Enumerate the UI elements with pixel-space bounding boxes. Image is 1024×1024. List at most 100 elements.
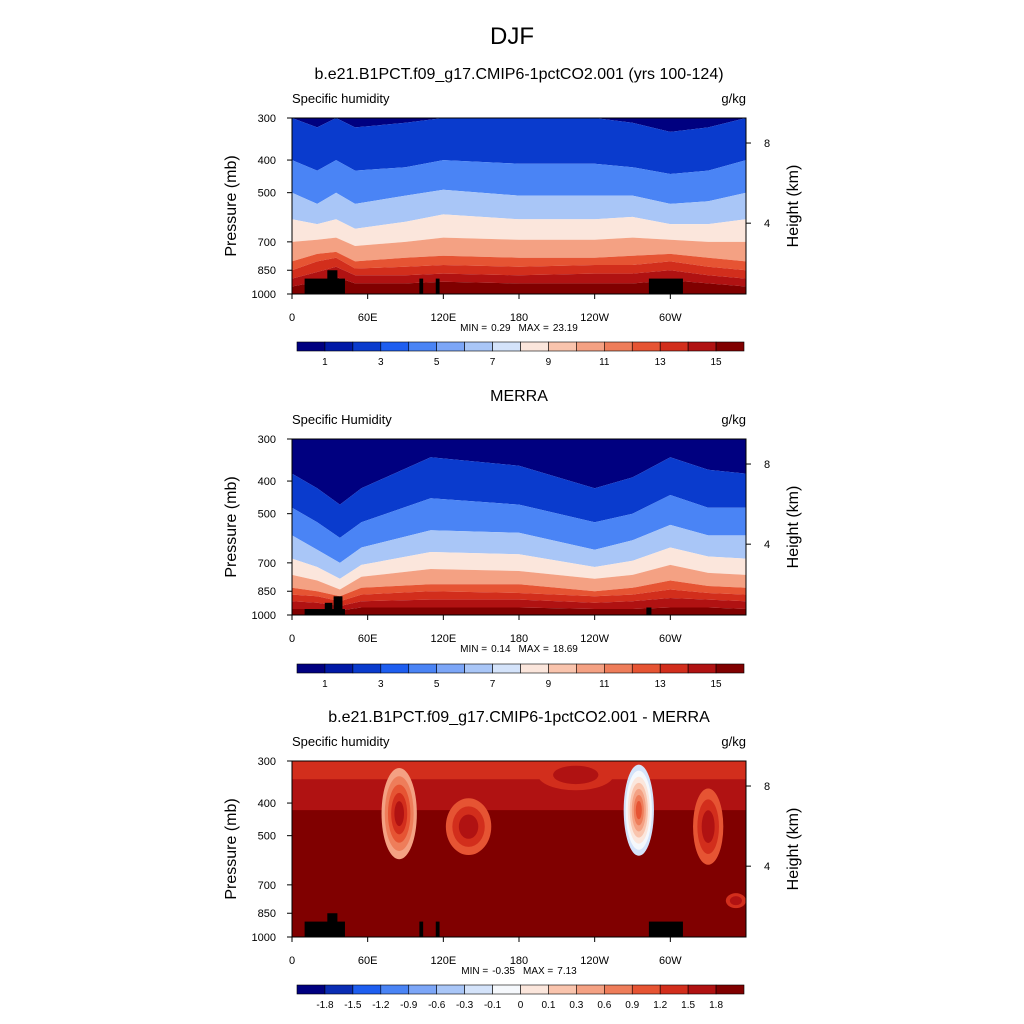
y2-tick-label: 8 — [764, 459, 770, 471]
topography-mask — [646, 607, 652, 615]
colorbar-tick-label: 1 — [322, 357, 328, 368]
contour-band — [292, 237, 746, 262]
colorbar-swatch — [604, 663, 633, 674]
y-axis-label: Pressure (mb) — [223, 476, 240, 577]
figure-title: DJF — [490, 23, 534, 50]
min-value: -0.35 — [492, 966, 515, 977]
colorbar-tick-label: 15 — [711, 357, 723, 368]
colorbar-tick-label: 11 — [599, 679, 610, 690]
max-label: MAX = — [519, 644, 549, 655]
colorbar-tick-label: 7 — [490, 357, 496, 368]
colorbar-tick-label: 5 — [434, 679, 440, 690]
y-tick-label: 850 — [258, 586, 276, 598]
colorbar-tick-label: 0.1 — [541, 1000, 555, 1011]
y-tick-label: 1000 — [252, 610, 276, 622]
contour-field — [292, 439, 746, 615]
y-tick-label: 850 — [258, 265, 276, 277]
contour-band — [394, 801, 405, 827]
y-tick-label: 700 — [258, 880, 276, 892]
y-tick-label: 400 — [258, 476, 276, 488]
colorbar-swatch — [687, 341, 717, 352]
colorbar-tick-label: -0.9 — [400, 1000, 418, 1011]
contour-band — [292, 257, 746, 279]
colorbar-swatch — [324, 341, 354, 352]
y-axis-label: Pressure (mb) — [223, 798, 240, 899]
colorbar-swatch — [436, 341, 465, 352]
topography-mask — [435, 921, 440, 937]
x-tick-label: 120W — [580, 633, 609, 645]
colorbar-swatch — [659, 663, 689, 674]
x-tick-label: 0 — [289, 312, 295, 324]
panel-title: MERRA — [490, 388, 548, 405]
max-label: MAX = — [519, 323, 549, 334]
x-tick-label: 120E — [430, 312, 456, 324]
y2-axis-label: Height (km) — [785, 808, 802, 891]
y2-tick-label: 8 — [764, 138, 770, 150]
colorbar-swatch — [352, 984, 382, 995]
contour-band — [292, 457, 746, 538]
colorbar-swatch — [659, 984, 689, 995]
colorbar-swatch — [436, 984, 465, 995]
panel-model: b.e21.B1PCT.f09_g17.CMIP6-1pctCO2.001 (y… — [223, 66, 802, 368]
colorbar-swatch — [520, 663, 549, 674]
colorbar-swatch — [576, 341, 605, 352]
contour-band — [292, 118, 746, 174]
colorbar-swatch — [687, 663, 717, 674]
colorbar-tick-label: 3 — [378, 679, 384, 690]
min-max-readout: MIN = 0.14 MAX = 18.69 — [460, 644, 578, 655]
contour-band — [701, 810, 715, 843]
contour-band — [292, 564, 746, 597]
min-label: MIN = — [461, 966, 488, 977]
colorbar-swatch — [715, 341, 745, 352]
colorbar-swatch — [324, 663, 354, 674]
colorbar-tick-label: -1.8 — [316, 1000, 334, 1011]
colorbar-swatch — [604, 341, 633, 352]
topography-mask — [304, 278, 345, 294]
colorbar-swatch — [492, 663, 521, 674]
contour-band — [292, 495, 746, 563]
contour-band — [292, 277, 746, 294]
y2-axis-label: Height (km) — [785, 486, 802, 569]
topography-mask — [324, 602, 333, 615]
y-tick-label: 400 — [258, 798, 276, 810]
units-label: g/kg — [721, 412, 746, 427]
y-tick-label: 700 — [258, 558, 276, 570]
colorbar-swatch — [715, 984, 745, 995]
contour-band — [292, 160, 746, 204]
max-value: 7.13 — [557, 966, 577, 977]
max-value: 23.19 — [553, 323, 578, 334]
colorbar-tick-label: 0 — [518, 1000, 524, 1011]
colorbar-tick-label: 5 — [434, 357, 440, 368]
colorbar-tick-label: 0.6 — [597, 1000, 611, 1011]
colorbar-swatch — [296, 984, 326, 995]
colorbar-swatch — [715, 663, 745, 674]
colorbar-tick-label: 3 — [378, 357, 384, 368]
topography-mask — [333, 596, 343, 615]
colorbar-tick-label: 1.8 — [709, 1000, 723, 1011]
colorbar-swatch — [604, 984, 633, 995]
y-tick-label: 300 — [258, 756, 276, 768]
x-tick-label: 60E — [358, 633, 378, 645]
y2-tick-label: 4 — [764, 218, 770, 230]
topography-mask — [419, 921, 424, 937]
x-tick-label: 120W — [580, 312, 609, 324]
y-tick-label: 300 — [258, 113, 276, 125]
x-tick-label: 60E — [358, 955, 378, 967]
colorbar-swatch — [436, 663, 465, 674]
colorbar-tick-label: -0.3 — [456, 1000, 474, 1011]
y-tick-label: 850 — [258, 908, 276, 920]
panel-merra: MERRA Specific Humidity g/kg Pressure (m… — [223, 388, 802, 690]
colorbar-swatch — [380, 341, 410, 352]
colorbar-tick-label: -1.5 — [344, 1000, 362, 1011]
colorbar-swatch — [380, 663, 410, 674]
contour-band — [292, 251, 746, 271]
colorbar-swatch — [352, 663, 382, 674]
colorbar-swatch — [631, 984, 661, 995]
colorbar-swatch — [408, 341, 437, 352]
colorbar-swatch — [408, 984, 437, 995]
variable-label: Specific Humidity — [292, 412, 392, 427]
contour-band — [292, 589, 746, 606]
colorbar-swatch — [548, 984, 577, 995]
contour-band — [292, 439, 746, 505]
